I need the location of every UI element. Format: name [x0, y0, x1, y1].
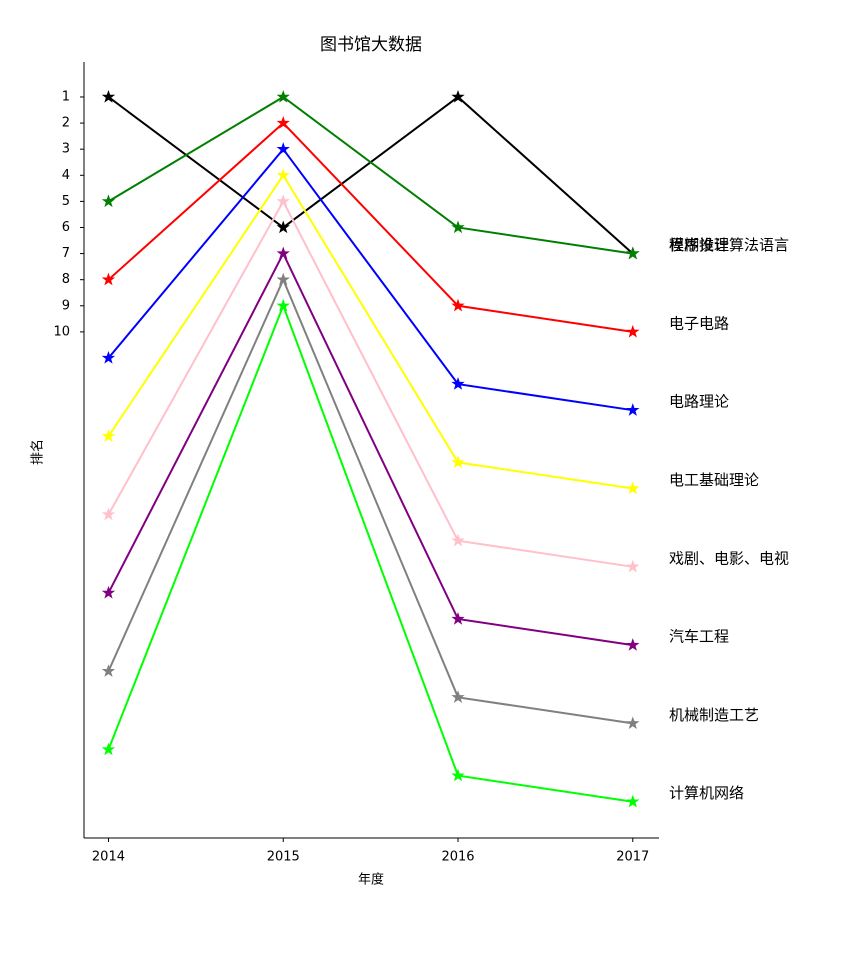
marker: [626, 638, 640, 651]
marker: [276, 116, 290, 129]
marker: [626, 716, 640, 730]
series-label: 汽车工程: [669, 628, 729, 646]
marker: [101, 429, 116, 442]
marker: [276, 142, 290, 155]
marker: [451, 611, 465, 625]
y-tick-label: 5: [62, 194, 70, 209]
series-label: 电工基础理论: [669, 471, 759, 489]
marker: [626, 246, 640, 260]
line: [107, 173, 633, 490]
marker: [451, 220, 465, 234]
y-tick-label: 4: [62, 168, 70, 183]
line: [107, 277, 633, 725]
marker: [626, 481, 640, 495]
y-tick-label: 3: [62, 142, 70, 157]
marker: [101, 194, 116, 208]
line: [107, 251, 633, 647]
x-tick-label: 2014: [92, 850, 125, 865]
marker: [451, 298, 465, 312]
marker: [451, 768, 465, 782]
marker: [276, 89, 290, 103]
x-tick-label: 2017: [616, 850, 649, 865]
marker: [276, 220, 290, 234]
series-label: 电路理论: [669, 393, 729, 411]
marker: [451, 455, 465, 469]
marker: [626, 324, 640, 338]
x-axis-label: 年度: [358, 872, 384, 888]
marker: [101, 507, 116, 521]
line: [107, 95, 634, 255]
series-label: 电子电路: [669, 314, 729, 332]
marker: [451, 533, 465, 547]
line: [107, 302, 633, 803]
marker: [276, 272, 290, 286]
marker: [451, 89, 465, 103]
marker: [101, 664, 116, 677]
x-tick-label: 2016: [441, 850, 474, 865]
marker: [101, 585, 116, 599]
y-tick-label: 6: [62, 220, 70, 235]
marker: [101, 350, 116, 364]
line: [107, 147, 633, 412]
marker: [626, 559, 640, 573]
y-tick-label: 7: [62, 246, 70, 261]
marker: [626, 794, 640, 808]
series-label: 机械制造工艺: [669, 706, 759, 724]
marker: [101, 89, 116, 103]
marker: [626, 403, 640, 416]
line: [107, 95, 633, 255]
line: [107, 199, 633, 568]
chart-title: 图书馆大数据: [320, 35, 422, 55]
marker: [451, 690, 465, 703]
y-tick-label: 2: [62, 116, 70, 131]
marker: [276, 168, 290, 181]
y-tick-label: 10: [53, 324, 70, 339]
series-label: 程序设计算法语言: [669, 236, 789, 254]
series-label: 计算机网络: [669, 784, 744, 802]
series-label: 戏剧、电影、电视: [669, 549, 789, 567]
y-tick-label: 1: [62, 89, 70, 104]
series-label: 模糊推理: [669, 236, 729, 254]
marker: [276, 246, 290, 260]
y-tick-label: 9: [62, 298, 70, 313]
y-axis-label: 排名: [30, 439, 46, 465]
marker: [276, 298, 290, 312]
marker: [101, 272, 116, 286]
marker: [101, 742, 116, 756]
line: [107, 121, 633, 333]
x-tick-label: 2015: [267, 850, 300, 865]
y-tick-label: 8: [62, 272, 70, 287]
marker: [451, 377, 465, 390]
marker: [276, 194, 290, 208]
